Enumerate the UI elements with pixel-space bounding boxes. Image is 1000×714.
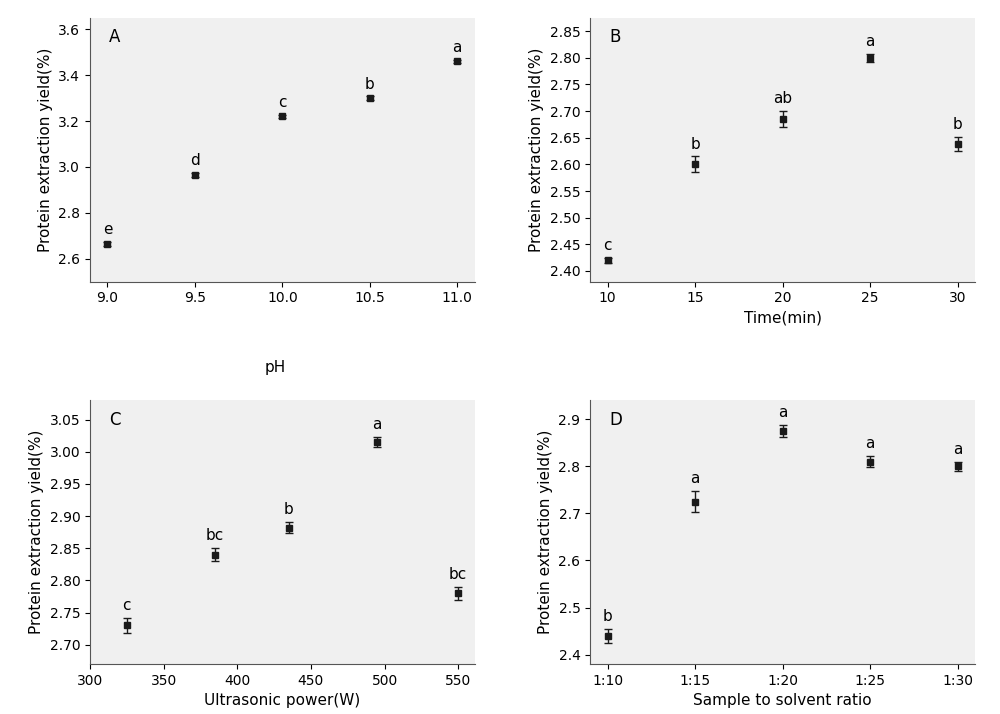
X-axis label: Ultrasonic power(W): Ultrasonic power(W) (204, 693, 361, 708)
Text: a: a (865, 34, 875, 49)
Text: ab: ab (773, 91, 792, 106)
Text: b: b (690, 136, 700, 151)
Text: C: C (109, 411, 121, 429)
Y-axis label: Protein extraction yield(%): Protein extraction yield(%) (38, 48, 53, 252)
Text: c: c (603, 238, 612, 253)
Text: bc: bc (449, 567, 467, 582)
Text: D: D (609, 411, 622, 429)
Text: e: e (103, 222, 112, 237)
Text: A: A (109, 29, 121, 46)
Text: a: a (865, 436, 875, 451)
Text: a: a (778, 406, 787, 421)
Text: b: b (603, 609, 613, 624)
Text: a: a (690, 471, 700, 486)
Y-axis label: Protein extraction yield(%): Protein extraction yield(%) (538, 430, 553, 634)
Text: a: a (953, 442, 962, 457)
Text: b: b (284, 502, 294, 517)
Text: a: a (453, 40, 462, 55)
Text: c: c (123, 598, 131, 613)
Text: c: c (278, 95, 287, 110)
Text: B: B (609, 29, 621, 46)
Y-axis label: Protein extraction yield(%): Protein extraction yield(%) (29, 430, 44, 634)
Text: b: b (953, 117, 962, 133)
Text: b: b (365, 76, 375, 91)
Y-axis label: Protein extraction yield(%): Protein extraction yield(%) (529, 48, 544, 252)
X-axis label: Time(min): Time(min) (744, 311, 822, 326)
Text: d: d (190, 154, 200, 169)
Text: pH: pH (264, 360, 286, 376)
Text: bc: bc (206, 528, 224, 543)
X-axis label: Sample to solvent ratio: Sample to solvent ratio (693, 693, 872, 708)
Text: a: a (373, 417, 382, 432)
